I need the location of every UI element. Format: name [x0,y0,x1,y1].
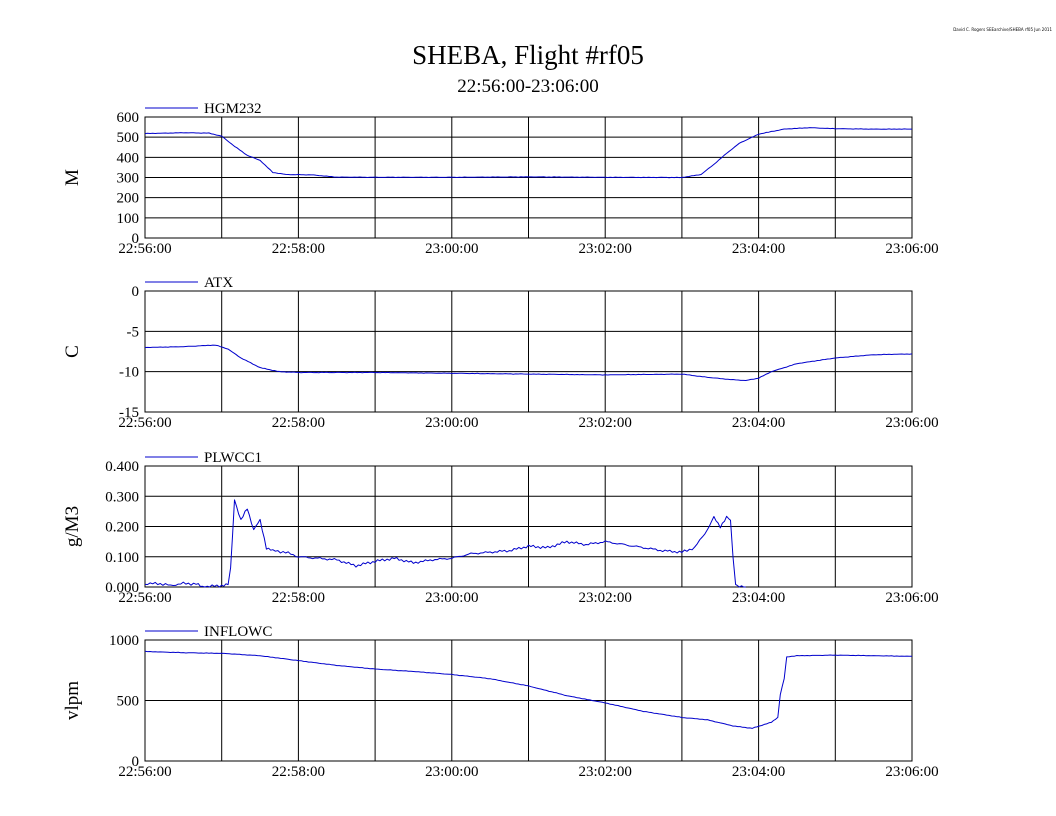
y-tick-label: 500 [117,694,140,710]
legend-label: PLWCC1 [204,450,262,466]
series-line-hgm232 [144,127,912,179]
y-tick-label: 400 [117,150,140,166]
y-tick-label: 0 [132,231,140,247]
x-tick-label: 23:00:00 [425,415,478,431]
y-tick-label: 0.400 [105,459,139,475]
x-tick-label: 22:58:00 [272,415,325,431]
x-tick-label: 23:04:00 [732,590,785,606]
x-tick-label: 22:56:00 [118,241,171,257]
x-tick-label: 22:58:00 [272,764,325,780]
x-tick-label: 23:06:00 [885,764,938,780]
x-tick-label: 23:04:00 [732,241,785,257]
x-tick-label: 23:02:00 [579,241,632,257]
x-tick-label: 22:56:00 [118,590,171,606]
x-tick-label: 23:06:00 [885,241,938,257]
chart-subtitle: 22:56:00-23:06:00 [457,76,599,97]
chart-title: SHEBA, Flight #rf05 [412,40,644,70]
x-tick-label: 22:58:00 [272,241,325,257]
legend-label: HGM232 [204,101,262,117]
y-tick-label: -5 [127,324,140,340]
y-tick-label: 0.300 [105,489,139,505]
y-tick-label: -15 [119,405,139,421]
y-tick-label: 1000 [109,633,139,649]
y-tick-label: 100 [117,211,140,227]
credit-text: David C. Rogers SEEarchive/SHEBA rf05 Ju… [953,27,1052,32]
y-tick-label: 600 [117,110,140,126]
x-tick-label: 23:02:00 [579,415,632,431]
y-tick-label: 0.100 [105,550,139,566]
y-axis-label: g/M3 [62,506,83,547]
x-tick-label: 23:00:00 [425,241,478,257]
y-tick-label: 200 [117,191,140,207]
x-tick-label: 23:00:00 [425,764,478,780]
y-tick-label: 0 [132,754,140,770]
x-tick-label: 23:06:00 [885,415,938,431]
x-tick-label: 23:06:00 [885,590,938,606]
y-tick-label: 0 [132,284,140,300]
y-tick-label: 500 [117,130,140,146]
y-axis-label: vlpm [62,681,83,720]
series-line-plwcc1 [144,499,746,588]
y-axis-label: M [62,169,83,186]
x-tick-label: 22:56:00 [118,415,171,431]
x-tick-label: 22:56:00 [118,764,171,780]
series-line-inflowc [144,650,912,729]
x-tick-label: 23:02:00 [579,764,632,780]
x-tick-label: 23:04:00 [732,415,785,431]
y-tick-label: -10 [119,365,139,381]
series-line-atx [144,344,913,381]
x-tick-label: 22:58:00 [272,590,325,606]
y-axis-label: C [62,345,83,358]
legend-label: ATX [204,275,233,291]
y-tick-label: 0.200 [105,520,139,536]
x-tick-label: 23:00:00 [425,590,478,606]
x-tick-label: 23:02:00 [579,590,632,606]
legend-label: INFLOWC [204,624,272,640]
x-tick-label: 23:04:00 [732,764,785,780]
y-tick-label: 0.000 [105,580,139,596]
y-tick-label: 300 [117,171,140,187]
